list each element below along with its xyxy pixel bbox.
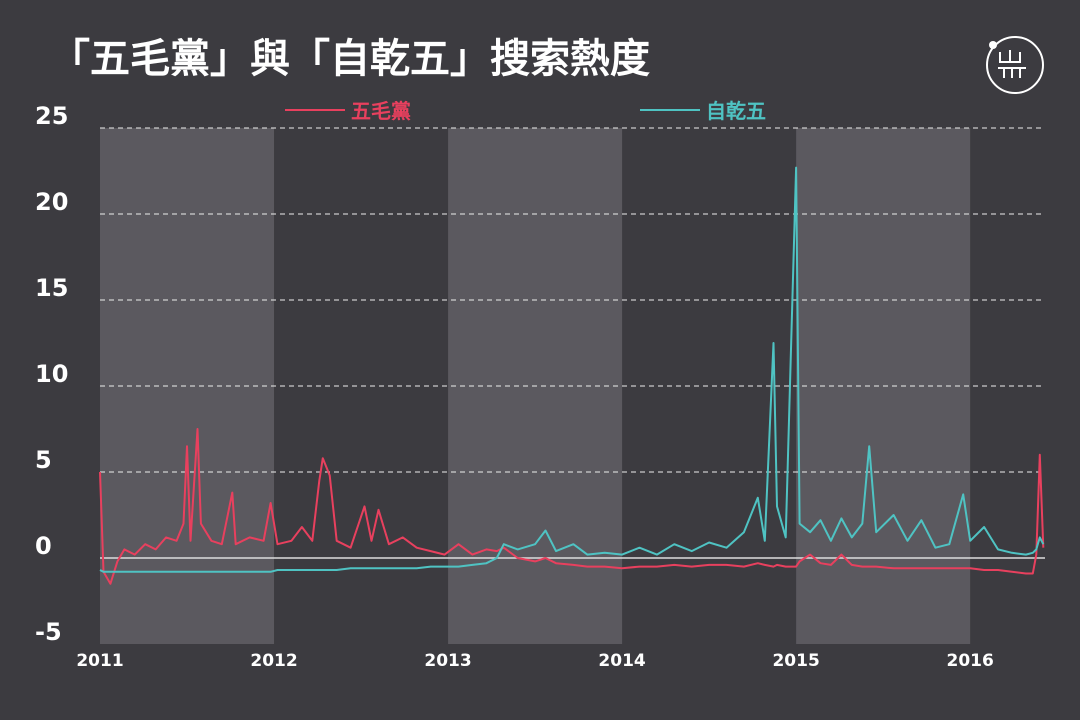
- x-tick-label: 2016: [947, 651, 994, 671]
- x-tick-label: 2012: [250, 651, 297, 671]
- logo: [986, 36, 1044, 94]
- y-tick-label: 25: [35, 102, 68, 130]
- x-tick-label: 2015: [772, 651, 819, 671]
- y-tick-label: 0: [35, 532, 52, 560]
- y-tick-label: 15: [35, 274, 68, 302]
- y-tick-label: -5: [35, 618, 62, 646]
- x-tick-label: 2014: [598, 651, 645, 671]
- y-tick-label: 5: [35, 446, 52, 474]
- y-tick-label: 20: [35, 188, 68, 216]
- series-line: [99, 428, 1045, 585]
- legend-label: 自乾五: [706, 99, 766, 123]
- x-tick-label: 2011: [76, 651, 123, 671]
- series-line: [99, 166, 1045, 573]
- chart-title: 「五毛黨」與「自乾五」搜索熱度: [50, 36, 650, 82]
- legend-label: 五毛黨: [351, 99, 411, 123]
- x-tick-label: 2013: [424, 651, 471, 671]
- y-tick-label: 10: [35, 360, 68, 388]
